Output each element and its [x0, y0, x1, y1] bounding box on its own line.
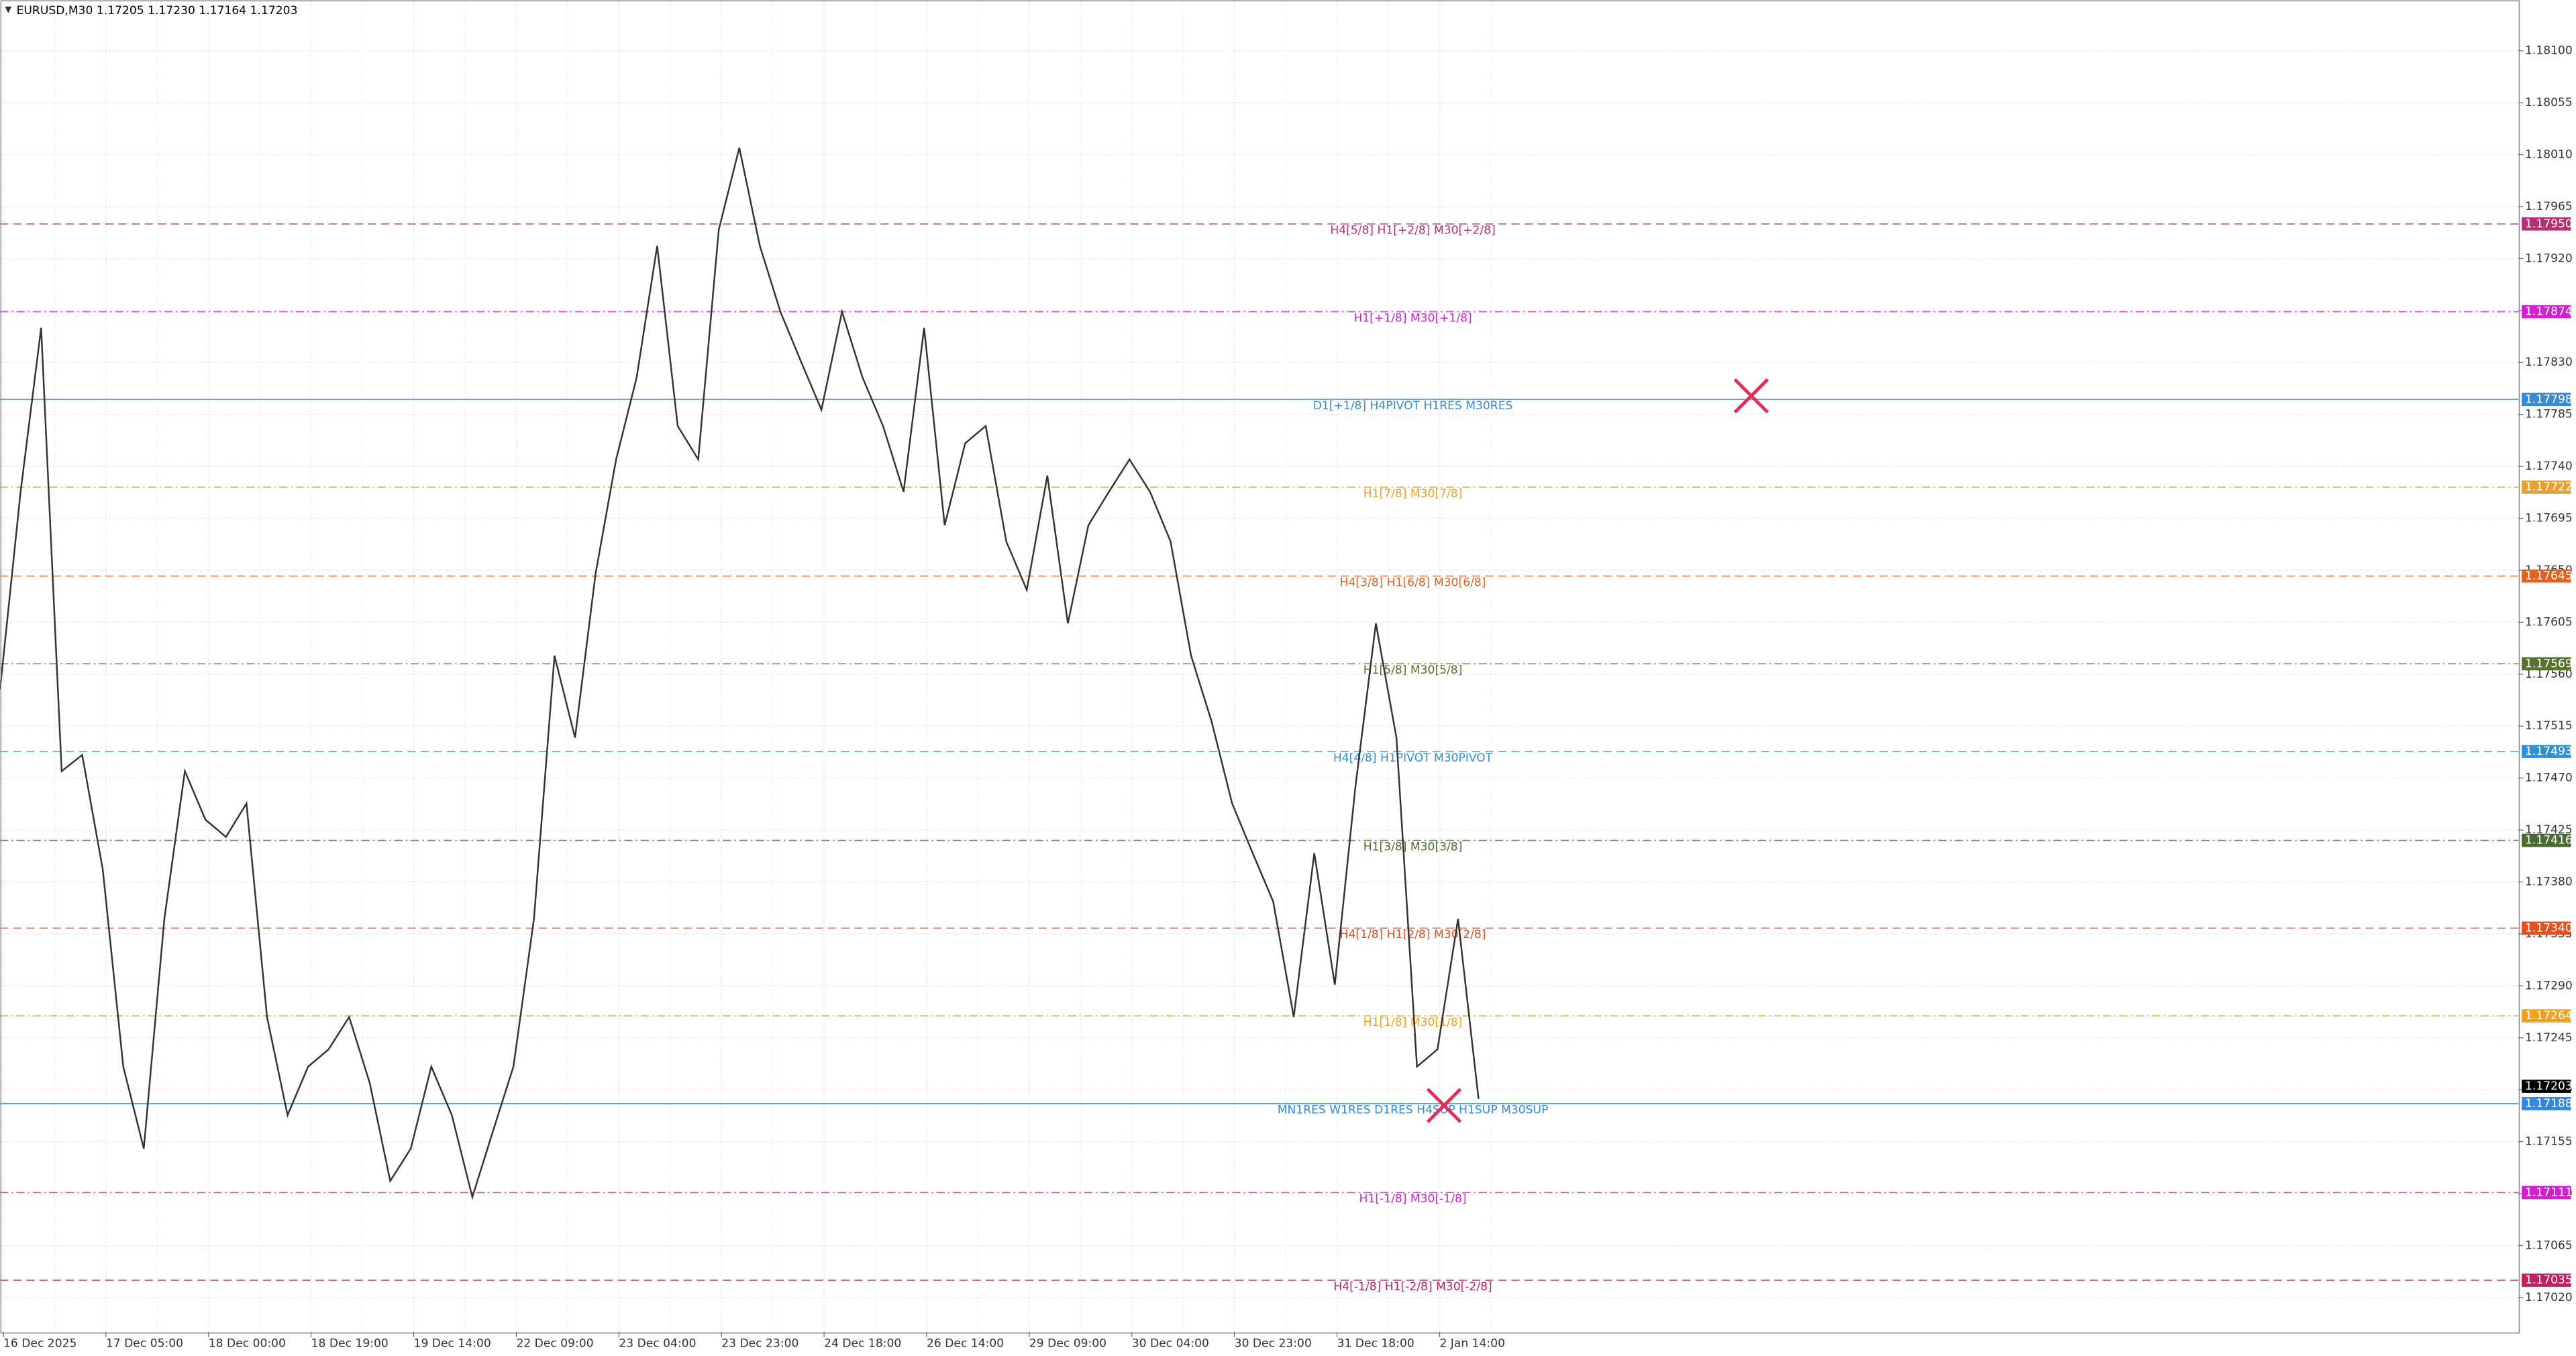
grid	[0, 0, 2519, 1333]
level-price-box	[2522, 1097, 2571, 1110]
y-tick-label: 1.18010	[2525, 148, 2573, 162]
x-tick-label: 18 Dec 19:00	[311, 1337, 389, 1351]
level-price-label: 1.17416	[2525, 834, 2573, 847]
x-tick-label: 29 Dec 09:00	[1029, 1337, 1106, 1351]
level-price-label: 1.17569	[2525, 657, 2573, 670]
level-label: H1[5/8] M30[5/8]	[1363, 664, 1463, 677]
y-tick-label: 1.17245	[2525, 1031, 2573, 1045]
y-tick-label: 1.17605	[2525, 615, 2573, 629]
current-price-box	[2522, 1080, 2571, 1093]
chart-title: EURUSD,M30 1.17205 1.17230 1.17164 1.172…	[17, 4, 298, 17]
x-tick-label: 30 Dec 23:00	[1235, 1337, 1312, 1351]
level-label: H4[-1/8] H1[-2/8] M30[-2/8]	[1333, 1280, 1492, 1294]
y-tick-label: 1.17920	[2525, 252, 2573, 265]
level-label: MN1RES W1RES D1RES H4SUP H1SUP M30SUP	[1278, 1104, 1549, 1117]
object-marker	[1733, 378, 1769, 414]
level-price-label: 1.17340	[2525, 921, 2573, 935]
x-tick-label: 23 Dec 23:00	[721, 1337, 798, 1351]
level-price-label: 1.17798	[2525, 393, 2573, 406]
level-price-label: 1.17645	[2525, 570, 2573, 583]
y-tick-label: 1.17515	[2525, 719, 2573, 733]
level-price-label: 1.17111	[2525, 1186, 2573, 1199]
y-tick-label: 1.17380	[2525, 875, 2573, 888]
x-tick-label: 26 Dec 14:00	[927, 1337, 1004, 1351]
x-tick-label: 17 Dec 05:00	[106, 1337, 183, 1351]
level-label: H1[-1/8] M30[-1/8]	[1359, 1192, 1467, 1206]
x-tick-label: 2 Jan 14:00	[1439, 1337, 1505, 1351]
y-tick-label: 1.18055	[2525, 96, 2573, 109]
level-price-box	[2522, 480, 2571, 494]
level-price-box	[2522, 1273, 2571, 1287]
level-label: H4[3/8] H1[6/8] M30[6/8]	[1340, 576, 1486, 589]
level-price-box	[2522, 569, 2571, 583]
level-price-label: 1.17035	[2525, 1273, 2573, 1287]
price-line	[0, 147, 1480, 1200]
x-tick-label: 30 Dec 04:00	[1132, 1337, 1209, 1351]
level-price-box	[2522, 305, 2571, 319]
y-tick-label: 1.17695	[2525, 512, 2573, 525]
level-label: H1[1/8] M30[1/8]	[1363, 1016, 1463, 1029]
level-price-label: 1.17950	[2525, 217, 2573, 231]
levels: H4[5/8] H1[+2/8] M30[+2/8] H1[+1/8] M30[+…	[0, 223, 2519, 1294]
level-label: D1[+1/8] H4PIVOT H1RES M30RES	[1313, 399, 1513, 413]
x-tick-label: 22 Dec 09:00	[516, 1337, 593, 1351]
level-price-label: 1.17188	[2525, 1097, 2573, 1110]
level-price-box	[2522, 657, 2571, 671]
y-tick-label: 1.17065	[2525, 1239, 2573, 1252]
level-label: H1[3/8] M30[3/8]	[1363, 840, 1463, 853]
object-marker	[1426, 1088, 1462, 1123]
level-label: H1[7/8] M30[7/8]	[1363, 487, 1463, 501]
plot-frame	[0, 0, 2520, 1334]
level-price-box	[2522, 921, 2571, 935]
level-price-box	[2522, 393, 2571, 407]
y-tick-label: 1.17470	[2525, 772, 2573, 785]
y-tick-label: 1.17830	[2525, 356, 2573, 369]
level-price-box	[2522, 217, 2571, 231]
x-tick-label: 18 Dec 00:00	[209, 1337, 286, 1351]
level-price-box	[2522, 1009, 2571, 1023]
level-price-box	[2522, 833, 2571, 847]
level-price-label: 1.17874	[2525, 305, 2573, 319]
plot	[0, 147, 1480, 1200]
x-tick-label: 24 Dec 18:00	[824, 1337, 901, 1351]
y-tick-label: 1.17155	[2525, 1135, 2573, 1149]
level-label: H4[4/8] H1PIVOT M30PIVOT	[1333, 751, 1493, 765]
level-label: H1[+1/8] M30[+1/8]	[1353, 311, 1472, 325]
level-label: H4[5/8] H1[+2/8] M30[+2/8]	[1330, 224, 1495, 238]
x-tick-label: 31 Dec 18:00	[1337, 1337, 1414, 1351]
current-price-label: 1.17203	[2525, 1080, 2573, 1093]
level-label: H4[1/8] H1[2/8] M30[2/8]	[1340, 928, 1486, 941]
y-tick-label: 1.17290	[2525, 979, 2573, 992]
y-tick-label: 1.17020	[2525, 1291, 2573, 1304]
menu-arrow[interactable]	[5, 6, 12, 13]
axes: 1.18100 1.18055 1.18010 1.17965 1.17920 1.178…	[3, 44, 2573, 1351]
y-tick-label: 1.17965	[2525, 200, 2573, 213]
y-tick-label: 1.18100	[2525, 44, 2573, 58]
x-tick-label: 23 Dec 04:00	[619, 1337, 696, 1351]
level-price-label: 1.17722	[2525, 480, 2573, 494]
y-tick-label: 1.17560	[2525, 668, 2573, 681]
level-price-box	[2522, 1186, 2571, 1200]
y-tick-label: 1.17785	[2525, 408, 2573, 421]
level-price-box	[2522, 745, 2571, 758]
x-tick-label: 16 Dec 2025	[3, 1337, 76, 1351]
level-price-label: 1.17264	[2525, 1009, 2573, 1023]
level-price-label: 1.17493	[2525, 745, 2573, 758]
y-tick-label: 1.17740	[2525, 460, 2573, 473]
y-tick-label: 1.17425	[2525, 823, 2573, 837]
x-tick-label: 19 Dec 14:00	[414, 1337, 491, 1351]
